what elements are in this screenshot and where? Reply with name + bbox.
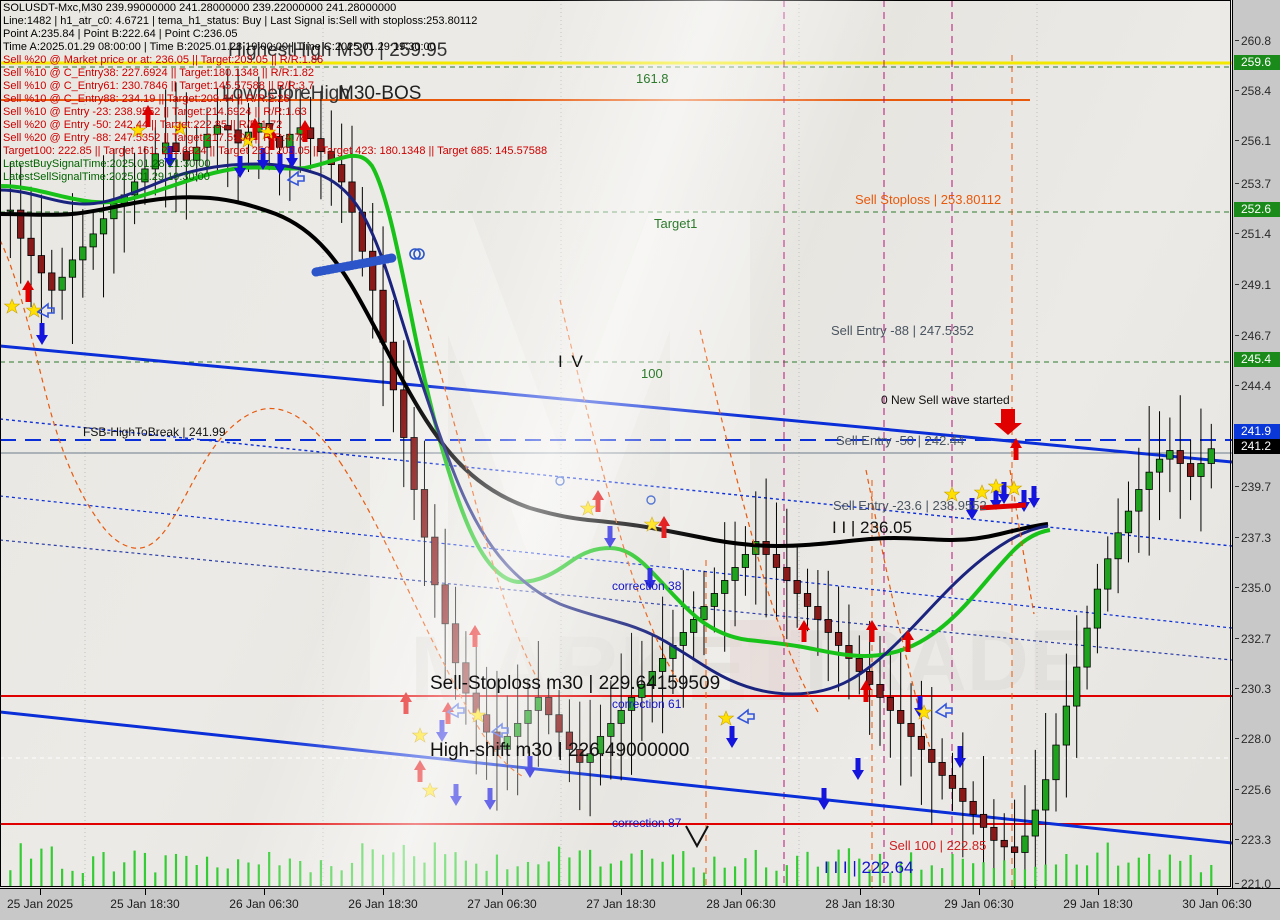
chart-plot-area[interactable]: MARKET TRADE (0, 0, 1232, 888)
label-fib-100: 100 (641, 366, 663, 381)
price-tag: 259.6 (1234, 55, 1280, 70)
price-tick: 253.7 (1233, 177, 1280, 192)
info-line-10: Sell %20 @ Entry -88: 247.5352 || Target… (3, 132, 307, 144)
label-fsb-high-to-break: FSB-HighToBreak | 241.99 (83, 425, 226, 439)
time-tick-label: 28 Jan 06:30 (706, 897, 776, 911)
info-line-4: Sell %20 @ Market price or at: 236.05 ||… (3, 54, 324, 66)
label-sell-entry-50: Sell Entry -50 | 242.44 (836, 433, 965, 448)
info-line-2: Point A:235.84 | Point B:222.64 | Point … (3, 28, 238, 40)
info-line-0: SOLUSDT-Mxc,M30 239.99000000 241.2800000… (3, 2, 397, 14)
label-sell-entry-88: Sell Entry -88 | 247.5352 (831, 323, 974, 338)
label-highest-high: HighestHigh M30 | 259.95 (228, 40, 448, 61)
price-tick: 239.7 (1233, 480, 1280, 495)
price-tick: 260.8 (1233, 34, 1280, 49)
label-correction-87: correction 87 (612, 816, 682, 830)
price-tick: 246.7 (1233, 329, 1280, 344)
info-line-9: Sell %20 @ Entry -50: 242.44 || Target:2… (3, 119, 283, 131)
time-tick-label: 28 Jan 18:30 (825, 897, 895, 911)
info-line-8: Sell %10 @ Entry -23: 238.9552 || Target… (3, 106, 307, 118)
label-correction-61: correction 61 (612, 697, 682, 711)
price-tick: 235.0 (1233, 581, 1280, 596)
price-tick: 228.0 (1233, 732, 1280, 747)
label-point-c: I I | 236.05 (832, 518, 913, 537)
price-tag: 252.6 (1234, 202, 1280, 217)
info-line-1: Line:1482 | h1_atr_c0: 4.6721 | tema_h1_… (3, 15, 478, 27)
time-tick-mark (502, 889, 503, 895)
price-tick: 225.6 (1233, 783, 1280, 798)
label-point-b: I I I | 222.64 (824, 858, 914, 877)
time-tick-mark (741, 889, 742, 895)
label-wave-iv: I V (558, 352, 585, 371)
time-tick-label: 26 Jan 18:30 (348, 897, 418, 911)
time-tick-mark (264, 889, 265, 895)
label-sell-stoploss: Sell Stoploss | 253.80112 (855, 192, 1002, 207)
label-fib-1618: 161.8 (636, 71, 669, 86)
time-tick-mark (145, 889, 146, 895)
time-tick-mark (979, 889, 980, 895)
price-tick: 232.7 (1233, 632, 1280, 647)
price-tick: 244.4 (1233, 379, 1280, 394)
label-new-sell-wave: 0 New Sell wave started (881, 393, 1010, 407)
label-target1: Target1 (654, 216, 698, 231)
price-tick: 237.3 (1233, 531, 1280, 546)
ma-green (0, 153, 1051, 659)
price-tick: 258.4 (1233, 84, 1280, 99)
label-sell-entry-236: Sell Entry -23.6 | 238.9552 (833, 498, 987, 513)
trendlines-layer (0, 344, 1232, 845)
price-tick: 223.3 (1233, 833, 1280, 848)
price-tick: 230.3 (1233, 682, 1280, 697)
price-axis[interactable]: 260.8 258.4 256.1 253.7 251.4 249.1 246.7 244.4… (1232, 0, 1280, 891)
price-tag: 241.2 (1234, 439, 1280, 454)
info-line-13: LatestSellSignalTime:2025.01.29 19:30:00 (3, 171, 210, 183)
price-tick: 221.0 (1233, 877, 1280, 892)
signal-markers-layer (4, 105, 1040, 849)
price-tag: 241.9 (1234, 424, 1280, 439)
levels-layer (0, 0, 1232, 888)
time-tick-label: 30 Jan 06:30 (1182, 897, 1252, 911)
time-tick-label: 29 Jan 18:30 (1063, 897, 1133, 911)
price-tag: 245.4 (1234, 352, 1280, 367)
time-tick-label: 27 Jan 18:30 (586, 897, 656, 911)
time-tick-mark (1098, 889, 1099, 895)
time-axis[interactable]: 25 Jan 2025 25 Jan 18:30 26 Jan 06:30 26 Ja… (0, 888, 1280, 920)
info-line-5: Sell %10 @ C_Entry38: 227.6924 || Target… (3, 67, 315, 79)
label-correction-38: correction 38 (612, 579, 682, 593)
label-sell-100: Sell 100 | 222.85 (889, 838, 987, 853)
info-line-3: Time A:2025.01.29 08:00:00 | Time B:2025… (3, 41, 436, 53)
price-tick: 251.4 (1233, 227, 1280, 242)
volume-layer (9, 842, 1213, 886)
time-tick-mark (621, 889, 622, 895)
time-tick-label: 26 Jan 06:30 (229, 897, 299, 911)
time-tick-mark (860, 889, 861, 895)
label-low-before-high: LowbeforeHigh (222, 83, 350, 104)
time-tick-label: 25 Jan 18:30 (110, 897, 180, 911)
time-tick-label: 25 Jan 2025 (6, 897, 74, 911)
ma-black (0, 195, 1049, 549)
label-high-shift-m30: High-shift m30 | 226.49000000 (430, 740, 690, 761)
info-line-6: Sell %10 @ C_Entry61: 230.7846 || Target… (3, 80, 315, 92)
info-line-12: LatestBuySignalTime:2025.01.28 21:30:00 (3, 158, 211, 170)
chart-info-header: SOLUSDT-Mxc,M30 239.99000000 241.2800000… (3, 2, 1003, 184)
time-tick-mark (1217, 889, 1218, 895)
time-tick-mark (40, 889, 41, 895)
time-tick-label: 29 Jan 06:30 (944, 897, 1014, 911)
price-tick: 249.1 (1233, 278, 1280, 293)
info-line-7: Sell %10 @ C_Entry88: 234.19 || Target:2… (3, 93, 290, 105)
time-tick-label: 27 Jan 06:30 (467, 897, 537, 911)
ma-navy (0, 162, 1049, 696)
time-tick-mark (383, 889, 384, 895)
label-sell-stoploss-m30: Sell-Stoploss m30 | 229.64159509 (430, 673, 721, 694)
label-m30-bos: M30-BOS (338, 83, 422, 104)
info-line-11: Target100: 222.85 || Target 161: 211.692… (3, 145, 548, 157)
price-tick: 256.1 (1233, 134, 1280, 149)
moving-averages-layer (0, 153, 1051, 777)
